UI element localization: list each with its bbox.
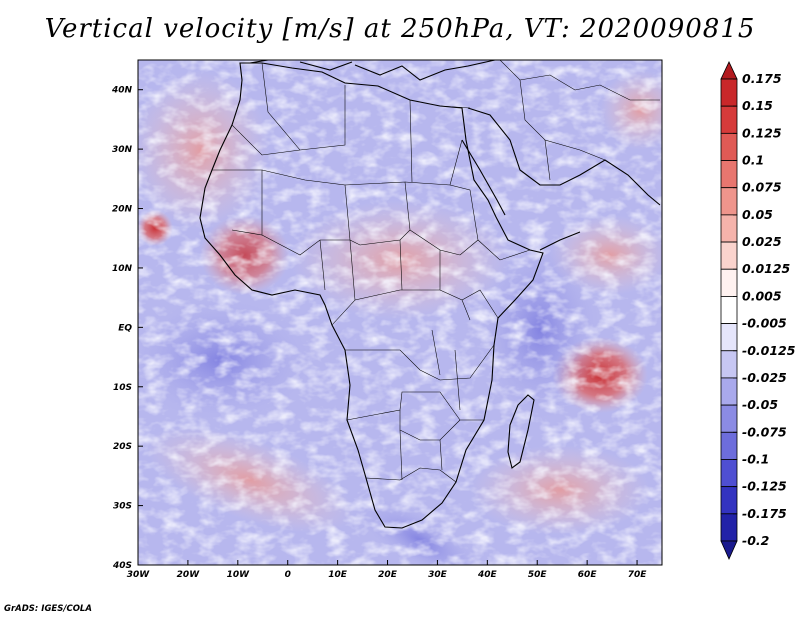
colorbar-swatch	[720, 132, 738, 161]
colorbar-label: -0.005	[742, 316, 787, 331]
colorbar-swatch	[720, 431, 738, 460]
colorbar-swatch	[720, 459, 738, 488]
colorbar-label: 0.15	[742, 98, 773, 113]
colorbar-swatch	[720, 540, 738, 560]
latitude-axis: 40N 30N 20N 10N EQ 10S 20S 30S 40S	[111, 86, 143, 571]
africa-coastline	[199, 62, 544, 529]
colorbar-label: 0.1	[742, 153, 764, 168]
lat-label: 20N	[112, 205, 133, 215]
lon-label: 0	[285, 570, 291, 580]
colorbar: 0.175 0.15 0.125 0.1 0.075 0.05 0.025 0.0125 0.0…	[720, 61, 796, 560]
lon-label: 10E	[328, 570, 348, 580]
colorbar-swatch	[720, 214, 738, 243]
colorbar-label: -0.05	[742, 397, 778, 412]
arabia-coastline	[467, 107, 661, 251]
colorbar-swatch	[720, 513, 738, 542]
colorbar-label: -0.025	[742, 370, 787, 385]
colorbar-swatch	[720, 486, 738, 515]
lat-label: EQ	[118, 323, 132, 333]
lon-label: 10W	[227, 570, 251, 580]
lon-label: 30E	[428, 570, 448, 580]
colorbar-label: -0.075	[742, 424, 787, 439]
lon-label: 20E	[378, 570, 398, 580]
coastlines	[199, 60, 661, 529]
colorbar-swatch	[720, 377, 738, 406]
lon-label: 50E	[528, 570, 548, 580]
colorbar-label: -0.0125	[742, 343, 796, 358]
colorbar-label: 0.05	[742, 207, 773, 222]
lat-label: 30N	[112, 145, 133, 155]
colorbar-label: 0.025	[742, 234, 782, 249]
grads-credit: GrADS: IGES/COLA	[4, 604, 92, 614]
lat-label: 10N	[112, 264, 133, 274]
lon-label: 60E	[578, 570, 598, 580]
lat-label: 30S	[113, 502, 132, 512]
colorbar-swatch	[720, 296, 738, 324]
red-sea-coast	[461, 139, 506, 216]
colorbar-swatch	[720, 350, 738, 379]
colorbar-label: -0.175	[742, 506, 787, 521]
colorbar-swatch	[720, 160, 738, 189]
country-borders	[212, 60, 660, 483]
colorbar-swatch	[720, 404, 738, 433]
lat-label: 40N	[111, 86, 133, 96]
longitude-axis: 30W 20W 10W 0 10E 20E 30E 40E 50E 60E 70E	[127, 560, 647, 580]
colorbar-label: 0.175	[742, 71, 782, 86]
lat-label: 10S	[113, 383, 132, 393]
colorbar-label: 0.005	[742, 288, 782, 303]
colorbar-swatch	[720, 61, 738, 80]
colorbar-label: -0.125	[742, 479, 787, 494]
colorbar-swatch	[720, 187, 738, 216]
colorbar-label: 0.075	[742, 180, 782, 195]
colorbar-swatch	[720, 323, 738, 352]
lon-label: 20W	[177, 570, 201, 580]
lon-label: 30W	[127, 570, 151, 580]
vertical-velocity-field	[138, 60, 662, 565]
colorbar-label: -0.1	[742, 451, 769, 466]
plot-frame	[137, 59, 663, 566]
colorbar-swatch	[720, 241, 738, 270]
lon-label: 70E	[628, 570, 648, 580]
lat-label: 40S	[112, 561, 132, 571]
lat-label: 20S	[113, 442, 132, 452]
map-title: Vertical velocity [m/s] at 250hPa, VT: 2…	[44, 14, 756, 44]
colorbar-label: -0.2	[742, 533, 769, 548]
colorbar-label: 0.0125	[742, 261, 791, 276]
madagascar-coastline	[507, 394, 535, 469]
colorbar-label: 0.125	[742, 125, 782, 140]
colorbar-swatch	[720, 78, 738, 107]
lon-label: 40E	[477, 570, 498, 580]
colorbar-swatch	[720, 268, 738, 297]
colorbar-swatch	[720, 105, 738, 134]
